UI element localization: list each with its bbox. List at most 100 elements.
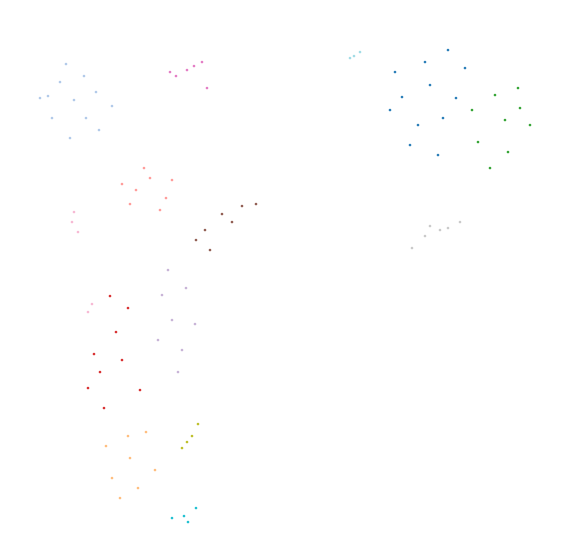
- data-points: [38, 48, 532, 524]
- scatter-point: [393, 70, 397, 74]
- scatter-point: [408, 143, 412, 147]
- scatter-point: [156, 338, 160, 342]
- scatter-point: [98, 370, 102, 374]
- scatter-point: [120, 358, 124, 362]
- scatter-point: [126, 306, 130, 310]
- scatter-point: [90, 302, 94, 306]
- point-series-10: [156, 268, 197, 374]
- scatter-point: [102, 406, 106, 410]
- scatter-point: [192, 64, 196, 68]
- scatter-point: [488, 166, 492, 170]
- scatter-point: [126, 434, 130, 438]
- scatter-point: [186, 520, 190, 524]
- scatter-point: [180, 348, 184, 352]
- scatter-point: [470, 108, 474, 112]
- scatter-point: [176, 370, 180, 374]
- scatter-point: [194, 506, 198, 510]
- scatter-point: [84, 116, 88, 120]
- scatter-point: [70, 220, 74, 224]
- scatter-point: [168, 70, 172, 74]
- point-series-9: [86, 294, 142, 410]
- point-series-8: [70, 210, 94, 314]
- scatter-point: [230, 220, 234, 224]
- point-series-2: [388, 48, 467, 157]
- scatter-point: [153, 468, 157, 472]
- scatter-point: [58, 80, 62, 84]
- scatter-point: [174, 74, 178, 78]
- scatter-point: [423, 234, 427, 238]
- scatter-point: [518, 106, 522, 110]
- scatter-point: [410, 246, 414, 250]
- scatter-point: [148, 176, 152, 180]
- point-series-12: [180, 422, 200, 450]
- scatter-point: [254, 202, 258, 206]
- scatter-point: [38, 96, 42, 100]
- scatter-point: [180, 446, 184, 450]
- scatter-point: [50, 116, 54, 120]
- scatter-point: [86, 386, 90, 390]
- scatter-point: [348, 56, 352, 60]
- scatter-point: [158, 208, 162, 212]
- scatter-point: [463, 66, 467, 70]
- scatter-point: [358, 50, 362, 54]
- scatter-point: [120, 182, 124, 186]
- scatter-point: [114, 330, 118, 334]
- scatter-point: [144, 430, 148, 434]
- scatter-point: [416, 123, 420, 127]
- scatter-point: [193, 322, 197, 326]
- scatter-point: [164, 196, 168, 200]
- scatter-point: [400, 95, 404, 99]
- scatter-point: [438, 228, 442, 232]
- scatter-point: [203, 228, 207, 232]
- point-series-11: [104, 430, 157, 500]
- point-series-7: [194, 202, 258, 252]
- scatter-point: [170, 318, 174, 322]
- scatter-point: [423, 60, 427, 64]
- scatter-point: [128, 456, 132, 460]
- scatter-point: [446, 226, 450, 230]
- scatter-point: [46, 94, 50, 98]
- scatter-point: [506, 150, 510, 154]
- scatter-point: [97, 128, 101, 132]
- scatter-point: [94, 90, 98, 94]
- scatter-point: [503, 118, 507, 122]
- scatter-point: [108, 294, 112, 298]
- scatter-point: [441, 116, 445, 120]
- scatter-point: [182, 514, 186, 518]
- scatter-point: [64, 62, 68, 66]
- scatter-point: [352, 54, 356, 58]
- scatter-point: [428, 224, 432, 228]
- scatter-point: [134, 188, 138, 192]
- scatter-point: [128, 202, 132, 206]
- scatter-point: [476, 140, 480, 144]
- scatter-point: [68, 136, 72, 140]
- scatter-point: [184, 286, 188, 290]
- point-series-13: [170, 506, 198, 524]
- scatter-point: [205, 86, 209, 90]
- scatter-point: [92, 352, 96, 356]
- scatter-point: [166, 268, 170, 272]
- scatter-point: [110, 476, 114, 480]
- point-series-5: [410, 220, 462, 250]
- scatter-point: [200, 60, 204, 64]
- point-series-4: [348, 50, 362, 60]
- scatter-point: [240, 204, 244, 208]
- scatter-point: [446, 48, 450, 52]
- scatter-point: [104, 444, 108, 448]
- scatter-point: [436, 153, 440, 157]
- scatter-point: [82, 74, 86, 78]
- point-series-1: [168, 60, 209, 90]
- scatter-point: [110, 104, 114, 108]
- scatter-point: [86, 310, 90, 314]
- scatter-point: [138, 388, 142, 392]
- scatter-point: [493, 93, 497, 97]
- scatter-point: [458, 220, 462, 224]
- scatter-point: [516, 86, 520, 90]
- point-series-3: [470, 86, 532, 170]
- scatter-point: [194, 238, 198, 242]
- scatter-point: [428, 83, 432, 87]
- scatter-point: [170, 178, 174, 182]
- scatter-point: [528, 123, 532, 127]
- point-series-6: [120, 166, 174, 212]
